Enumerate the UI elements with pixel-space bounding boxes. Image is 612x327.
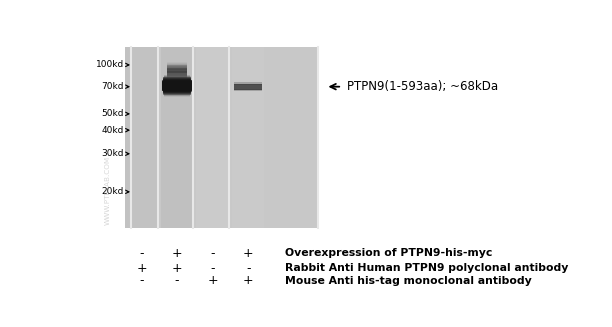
- Bar: [167, 77, 187, 80]
- Bar: [163, 92, 190, 95]
- Bar: [163, 91, 191, 95]
- Bar: [163, 91, 190, 95]
- Bar: [164, 75, 190, 79]
- Bar: [167, 75, 187, 78]
- Text: Overexpression of PTPN9-his-myc: Overexpression of PTPN9-his-myc: [285, 248, 493, 258]
- Bar: [131, 47, 318, 228]
- Bar: [162, 80, 192, 84]
- Bar: [167, 65, 187, 69]
- Bar: [167, 69, 187, 73]
- Bar: [167, 66, 187, 70]
- Text: 40kd: 40kd: [102, 126, 124, 135]
- Bar: [167, 71, 187, 74]
- Bar: [163, 78, 191, 82]
- Bar: [163, 92, 190, 96]
- Bar: [162, 87, 192, 91]
- Text: Mouse Anti his-tag monoclonal antibody: Mouse Anti his-tag monoclonal antibody: [285, 276, 532, 286]
- Text: -: -: [139, 274, 144, 287]
- Bar: [162, 87, 192, 91]
- Bar: [162, 85, 192, 89]
- Bar: [163, 89, 191, 93]
- Bar: [163, 88, 192, 92]
- Bar: [163, 77, 191, 81]
- Bar: [163, 79, 192, 83]
- Bar: [162, 84, 192, 88]
- Text: WWW.PTPLAB.COM: WWW.PTPLAB.COM: [104, 156, 110, 225]
- Bar: [163, 80, 192, 84]
- Text: -: -: [211, 262, 215, 275]
- Bar: [163, 78, 191, 82]
- Bar: [163, 76, 190, 80]
- Bar: [162, 82, 192, 86]
- Bar: [167, 70, 187, 74]
- Bar: [167, 63, 187, 66]
- Text: +: +: [172, 262, 182, 275]
- Text: PTPN9(1-593aa); ~68kDa: PTPN9(1-593aa); ~68kDa: [347, 80, 498, 93]
- Bar: [234, 89, 263, 91]
- Text: -: -: [175, 274, 179, 287]
- Bar: [167, 68, 187, 71]
- Text: -: -: [211, 247, 215, 260]
- Bar: [162, 81, 192, 85]
- Bar: [234, 82, 263, 85]
- Bar: [167, 68, 187, 72]
- Bar: [167, 64, 187, 68]
- Bar: [162, 85, 192, 89]
- Bar: [163, 89, 191, 93]
- Text: +: +: [136, 262, 147, 275]
- Bar: [167, 75, 187, 79]
- Text: 30kd: 30kd: [102, 149, 124, 158]
- Bar: [163, 90, 191, 94]
- Bar: [163, 77, 190, 80]
- Bar: [167, 64, 187, 67]
- Bar: [162, 86, 192, 90]
- Bar: [167, 73, 187, 77]
- Text: +: +: [243, 274, 253, 287]
- Bar: [164, 92, 190, 96]
- Bar: [167, 76, 187, 79]
- Bar: [162, 83, 192, 87]
- Bar: [167, 62, 187, 66]
- Bar: [161, 47, 193, 228]
- Bar: [164, 75, 190, 79]
- Bar: [167, 67, 187, 70]
- Text: Rabbit Anti Human PTPN9 polyclonal antibody: Rabbit Anti Human PTPN9 polyclonal antib…: [285, 263, 569, 273]
- Bar: [163, 88, 192, 92]
- Text: +: +: [207, 274, 218, 287]
- Bar: [162, 83, 192, 88]
- Text: 50kd: 50kd: [102, 109, 124, 118]
- Bar: [234, 84, 263, 90]
- Bar: [163, 90, 191, 94]
- Text: 100kd: 100kd: [95, 60, 124, 69]
- Bar: [167, 74, 187, 77]
- Bar: [162, 83, 192, 87]
- Text: 70kd: 70kd: [102, 82, 124, 91]
- Text: 20kd: 20kd: [102, 187, 124, 196]
- Text: +: +: [243, 247, 253, 260]
- Text: +: +: [172, 247, 182, 260]
- Text: -: -: [139, 247, 144, 260]
- Bar: [196, 47, 229, 228]
- Bar: [164, 93, 190, 97]
- Bar: [162, 86, 192, 90]
- Bar: [163, 77, 191, 81]
- Bar: [163, 79, 191, 83]
- Bar: [162, 81, 192, 85]
- Bar: [162, 84, 192, 89]
- Bar: [232, 47, 264, 228]
- Bar: [167, 71, 187, 75]
- Bar: [163, 76, 190, 80]
- Text: -: -: [246, 262, 250, 275]
- Bar: [162, 82, 192, 86]
- Bar: [125, 47, 158, 228]
- Bar: [167, 72, 187, 76]
